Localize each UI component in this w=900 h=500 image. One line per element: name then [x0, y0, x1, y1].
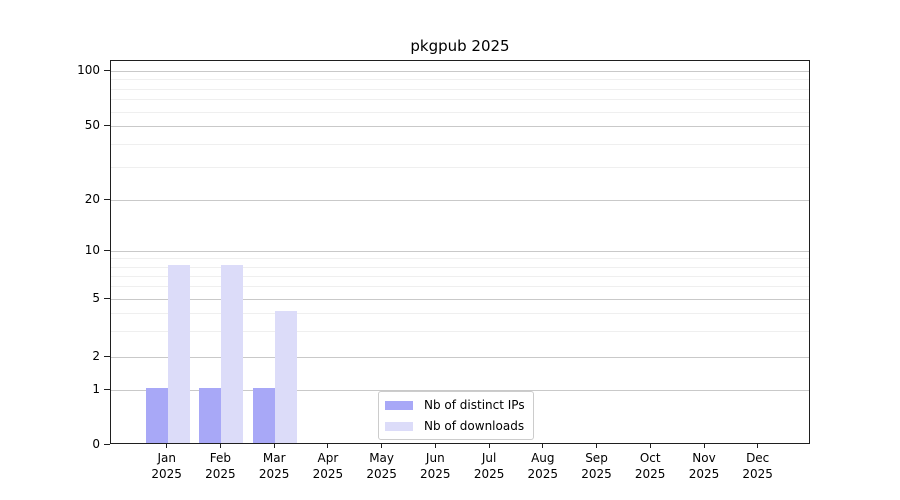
x-tick-mark	[219, 444, 221, 448]
x-tick-label: Jun 2025	[395, 451, 475, 482]
x-tick-label-year: 2025	[581, 466, 612, 481]
x-tick-label-year: 2025	[205, 466, 236, 481]
x-tick-label: Oct 2025	[610, 451, 690, 482]
x-tick-label: Jan 2025	[127, 451, 207, 482]
bar-downloads	[275, 311, 298, 443]
gridline-major	[111, 357, 809, 358]
x-tick-label-year: 2025	[258, 466, 290, 481]
x-tick-mark	[327, 444, 329, 448]
gridline-minor	[111, 167, 809, 169]
legend-label-downloads: Nb of downloads	[424, 419, 525, 433]
y-tick-label: 5	[92, 291, 100, 305]
x-tick-label-year: 2025	[473, 466, 505, 481]
gridline-major	[111, 299, 809, 300]
x-tick-label-month: Nov	[692, 451, 716, 465]
gridline-minor	[111, 275, 809, 277]
y-tick-label: 2	[92, 349, 100, 363]
x-tick-label-month: Mar	[262, 451, 286, 465]
x-tick-label-month: Dec	[746, 451, 770, 465]
gridline-minor	[111, 79, 809, 81]
x-tick-label-year: 2025	[366, 466, 397, 481]
legend-item-downloads: Nb of downloads	[385, 418, 525, 434]
x-tick-label-month: Jul	[481, 451, 497, 465]
x-tick-mark	[381, 444, 383, 448]
gridline-major	[111, 126, 809, 127]
x-tick-label: Jul 2025	[449, 451, 529, 482]
gridline-minor	[111, 266, 809, 268]
x-tick-mark	[703, 444, 705, 448]
x-tick-label: Feb 2025	[180, 451, 260, 482]
chart-title: pkgpub 2025	[410, 37, 510, 55]
x-tick-label: Mar 2025	[234, 451, 314, 482]
legend: Nb of distinct IPs Nb of downloads	[378, 391, 534, 440]
gridline-major	[111, 71, 809, 72]
bar-downloads	[167, 264, 190, 443]
legend-label-distinct-ips: Nb of distinct IPs	[424, 398, 525, 412]
y-tick-label: 50	[84, 118, 100, 132]
x-tick-mark	[542, 444, 544, 448]
x-tick-mark	[596, 444, 597, 448]
y-tick-label: 0	[92, 437, 100, 451]
x-tick-mark	[166, 444, 168, 448]
x-tick-mark	[273, 444, 275, 448]
x-tick-label: May 2025	[342, 451, 422, 482]
gridline-minor	[111, 258, 809, 260]
bar-distinct-ips	[253, 388, 276, 443]
x-tick-label-month: Oct	[639, 451, 661, 465]
x-tick-label-year: 2025	[151, 466, 182, 481]
gridline-minor	[111, 331, 809, 333]
gridline-minor	[111, 99, 809, 101]
x-tick-label-month: Sep	[585, 451, 608, 465]
x-tick-label: Sep 2025	[557, 451, 637, 482]
x-tick-mark	[757, 444, 759, 448]
x-tick-label-month: May	[369, 451, 394, 465]
x-tick-mark	[488, 444, 490, 448]
x-tick-label: Apr 2025	[288, 451, 368, 482]
x-tick-label: Dec 2025	[718, 451, 798, 482]
gridline-major	[111, 251, 809, 252]
y-tick-label: 1	[92, 382, 100, 396]
legend-swatch-distinct-ips	[385, 400, 413, 410]
x-tick-mark	[434, 444, 436, 448]
gridline-minor	[111, 88, 809, 90]
x-tick-label: Aug 2025	[503, 451, 583, 482]
x-tick-label-year: 2025	[420, 466, 451, 481]
bar-distinct-ips	[145, 388, 168, 443]
x-tick-mark	[649, 444, 651, 448]
x-tick-label-year: 2025	[312, 466, 344, 481]
gridline-minor	[111, 313, 809, 315]
bar-distinct-ips	[199, 388, 222, 443]
gridline-major	[111, 390, 809, 391]
bar-downloads	[221, 264, 244, 443]
gridline-minor	[111, 144, 809, 145]
x-tick-label-month: Apr	[317, 451, 339, 465]
gridline-minor	[111, 111, 809, 113]
x-tick-label-month: Jan	[157, 451, 176, 465]
legend-swatch-downloads	[385, 421, 413, 431]
x-tick-label-year: 2025	[742, 466, 773, 481]
x-tick-label-month: Feb	[209, 451, 232, 465]
plot-area: Nb of distinct IPs Nb of downloads	[110, 60, 810, 444]
y-tick-label: 20	[84, 192, 100, 206]
x-tick-label-month: Aug	[531, 451, 555, 465]
x-tick-label-year: 2025	[527, 466, 559, 481]
y-tick-label: 100	[77, 63, 100, 77]
x-tick-label-month: Jun	[425, 451, 445, 465]
gridline-major	[111, 200, 809, 201]
gridline-minor	[111, 286, 809, 288]
x-tick-label: Nov 2025	[664, 451, 744, 482]
legend-item-distinct-ips: Nb of distinct IPs	[385, 397, 525, 413]
x-tick-label-year: 2025	[688, 466, 720, 481]
y-tick-label: 10	[84, 243, 100, 257]
x-tick-label-year: 2025	[634, 466, 666, 481]
